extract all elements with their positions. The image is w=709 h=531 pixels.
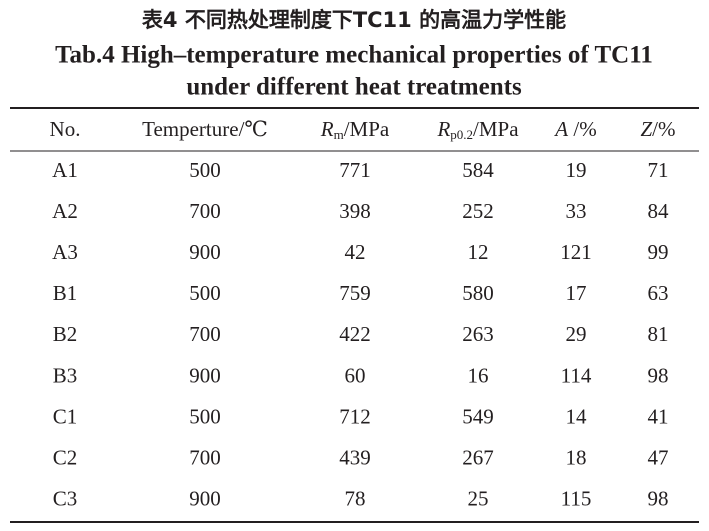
header-unit: /MPa — [473, 117, 519, 141]
table-cell: 267 — [462, 446, 494, 470]
table-cell: 115 — [561, 487, 592, 511]
table-cell: 500 — [189, 404, 221, 428]
row-label: C1 — [53, 404, 78, 428]
table-cell: 42 — [345, 240, 366, 264]
table-cell: 900 — [189, 487, 221, 511]
table-cell: 47 — [648, 446, 669, 470]
column-header: Rp0.2/MPa — [436, 117, 519, 142]
column-header: No. — [50, 117, 81, 141]
table-cell: 900 — [189, 363, 221, 387]
table-cell: 700 — [189, 322, 221, 346]
table-cell: 84 — [648, 199, 670, 223]
header-symbol: R — [436, 117, 450, 141]
table-cell: 12 — [468, 240, 489, 264]
row-label: A2 — [52, 199, 78, 223]
table-cell: 252 — [462, 199, 494, 223]
table-cell: 584 — [462, 158, 494, 182]
row-label: B3 — [53, 363, 78, 387]
header-symbol: A — [553, 117, 568, 141]
table-cell: 19 — [566, 158, 587, 182]
table-cell: 99 — [648, 240, 669, 264]
table-cell: 500 — [189, 158, 221, 182]
table-cell: 398 — [339, 199, 371, 223]
table-cell: 580 — [462, 281, 494, 305]
table-cell: 33 — [566, 199, 587, 223]
header-symbol: R — [320, 117, 334, 141]
table-cell: 71 — [648, 158, 669, 182]
row-label: A3 — [52, 240, 78, 264]
table-cell: 422 — [339, 322, 371, 346]
table-cell: 121 — [560, 240, 592, 264]
table-cell: 771 — [339, 158, 371, 182]
table-cell: 98 — [648, 363, 669, 387]
row-label: C3 — [53, 487, 78, 511]
header-text: No. — [50, 117, 81, 141]
table-cell: 25 — [468, 487, 489, 511]
title-english: Tab.4 High–temperature mechanical proper… — [55, 42, 653, 69]
table-cell: 63 — [648, 281, 669, 305]
row-label: C2 — [53, 446, 78, 470]
column-header: Rm/MPa — [320, 117, 390, 142]
table-cell: 263 — [462, 322, 494, 346]
table-cell: 81 — [648, 322, 669, 346]
header-text: Temperture/℃ — [142, 117, 268, 141]
table-cell: 60 — [345, 363, 366, 387]
row-label: B1 — [53, 281, 78, 305]
table-cell: 41 — [648, 404, 669, 428]
column-header: Temperture/℃ — [142, 117, 268, 141]
header-subscript: p0.2 — [450, 127, 473, 142]
table-cell: 700 — [189, 199, 221, 223]
row-label: B2 — [53, 322, 78, 346]
header-symbol: Z — [640, 117, 652, 141]
table-cell: 439 — [339, 446, 371, 470]
column-header: A /% — [553, 117, 596, 141]
table-cell: 114 — [561, 363, 592, 387]
header-subscript: m — [334, 127, 344, 142]
table-cell: 549 — [462, 404, 494, 428]
table-cell: 712 — [339, 404, 371, 428]
table-cell: 17 — [566, 281, 587, 305]
table-cell: 900 — [189, 240, 221, 264]
table-cell: 700 — [189, 446, 221, 470]
table-cell: 500 — [189, 281, 221, 305]
header-unit: /% — [652, 117, 675, 141]
title-chinese: 表4 不同热处理制度下TC11 的高温力学性能 — [142, 8, 566, 32]
header-unit: /MPa — [344, 117, 390, 141]
table-cell: 18 — [566, 446, 587, 470]
table-cell: 14 — [566, 404, 588, 428]
table-cell: 78 — [345, 487, 366, 511]
table-cell: 29 — [566, 322, 587, 346]
column-header: Z/% — [640, 117, 675, 141]
row-label: A1 — [52, 158, 78, 182]
title-english: under different heat treatments — [186, 74, 522, 101]
header-unit: /% — [568, 117, 597, 141]
table-cell: 759 — [339, 281, 371, 305]
table-cell: 98 — [648, 487, 669, 511]
table-cell: 16 — [468, 363, 489, 387]
